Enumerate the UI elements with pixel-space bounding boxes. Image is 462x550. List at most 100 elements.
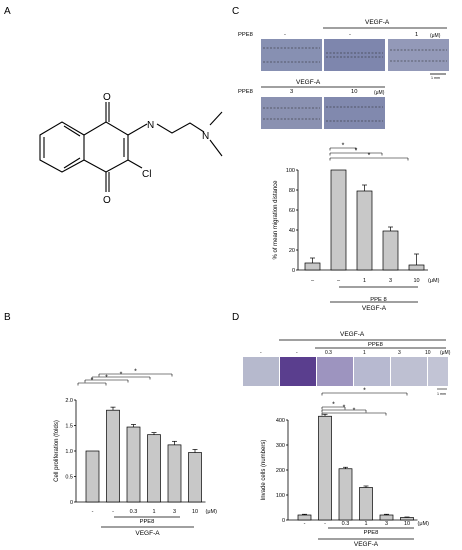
d-image-value: 3 (398, 350, 401, 356)
c-row2-value: 3 (290, 89, 293, 95)
d-scale-bar-label: 1 mm (437, 392, 446, 396)
category-label: – (311, 278, 315, 284)
panel-d-images: VEGF-A PPE8 - - 0.3 1 3 10 (μM) 1 mm (243, 331, 451, 396)
scratch-image (324, 39, 385, 71)
well-image (354, 357, 390, 386)
bar (400, 517, 414, 521)
significance-star: * (368, 153, 371, 160)
y-tick-label: 0 (292, 268, 295, 274)
y-axis-label: % of mean migration distance (273, 180, 279, 260)
category-label: 3 (385, 521, 388, 527)
nitrogen-label: N (202, 131, 209, 142)
bar (382, 230, 399, 271)
bar (356, 190, 373, 271)
well-image (428, 357, 448, 386)
c-row1-value: 1 (415, 32, 418, 38)
scratch-image (324, 97, 385, 129)
benzene-ring (39, 121, 85, 173)
category-label: 10 (192, 509, 198, 515)
d-image-value: 1 (363, 350, 366, 356)
y-tick-label: 80 (289, 188, 295, 194)
category-label: 0.3 (342, 521, 350, 527)
c-row2-value: 10 (351, 89, 357, 95)
significance-star: * (332, 402, 335, 409)
panel-d-letter: D (232, 312, 239, 323)
bar (85, 450, 100, 503)
treatment-label: PPE8 (364, 530, 379, 536)
chart-panel-d: 0 100 200 300 400 Invade cells (numbers) - - 0.3… (261, 388, 429, 549)
category-label: 3 (389, 278, 392, 284)
d-image-value: - (296, 350, 298, 356)
d-image-unit: (μM) (440, 350, 451, 356)
significance-star: * (343, 405, 346, 412)
significance-star: * (353, 408, 356, 415)
n-bond (127, 123, 148, 136)
panel-a-letter: A (4, 6, 11, 17)
benzene-double-bond (63, 157, 81, 169)
d-group-label: VEGF-A (340, 331, 365, 338)
significance-star: * (355, 148, 358, 155)
group-label: VEGF-A (362, 305, 387, 312)
oxygen-top-label: O (103, 92, 111, 103)
category-label: 0.3 (130, 509, 138, 515)
bar (318, 415, 332, 521)
panel-c-images: PPE8 - VEGF-A - 1 (μM) 1 mm VEGF-A PPE8 … (238, 19, 449, 129)
well-image (391, 357, 427, 386)
bar (408, 264, 425, 271)
category-label: 1 (364, 521, 367, 527)
d-image-value: 10 (425, 350, 431, 356)
significance-star: * (134, 369, 137, 376)
c-row1-value: - (349, 32, 351, 38)
category-label: 10 (413, 278, 419, 284)
y-tick-label: 100 (286, 168, 295, 174)
unit-label: (μM) (418, 521, 430, 527)
scratch-image (388, 39, 449, 71)
bar (330, 169, 347, 271)
bar (167, 444, 182, 503)
bar (188, 452, 202, 503)
significance-star: * (363, 388, 366, 395)
c-row1-treatment-label: PPE8 (238, 32, 253, 38)
category-label: 3 (173, 509, 176, 515)
significance-star: * (342, 143, 345, 150)
c-row2-group-label: VEGF-A (296, 79, 321, 86)
group-label: VEGF-A (354, 541, 379, 548)
bar (338, 468, 353, 521)
category-label: - (304, 521, 306, 527)
y-tick-label: 20 (289, 248, 295, 254)
c-row1-value: - (284, 32, 286, 38)
c-row2-treatment-label: PPE8 (238, 89, 253, 95)
bar (126, 426, 141, 503)
treatment-label: PPE8 (140, 519, 155, 525)
y-tick-label: 400 (276, 418, 285, 424)
bar (379, 514, 394, 521)
bar (106, 409, 120, 503)
chart-panel-c: 0 20 40 60 80 100 % of mean migration distance… (273, 143, 440, 313)
scratch-image (261, 97, 322, 129)
significance-star: * (105, 375, 108, 382)
category-label: 1 (152, 509, 155, 515)
bar (147, 434, 161, 503)
panel-c-letter: C (232, 6, 239, 17)
cl-bond (127, 159, 143, 169)
y-tick-label: 0 (70, 500, 73, 506)
significance-star: * (91, 378, 94, 385)
significance-star: * (120, 372, 123, 379)
scratch-image (261, 39, 322, 71)
well-image (317, 357, 353, 386)
well-image (280, 357, 316, 386)
category-label: – (337, 278, 341, 284)
y-tick-label: 200 (276, 468, 285, 474)
oxygen-bottom-label: O (103, 195, 111, 206)
category-label: 10 (404, 521, 410, 527)
c-scale-bar-label: 1 mm (431, 76, 440, 80)
c-row2-unit: (μM) (374, 90, 385, 96)
y-tick-label: 60 (289, 208, 295, 214)
c-row1-unit: (μM) (430, 33, 441, 39)
bar (297, 514, 312, 521)
bar (304, 262, 321, 271)
methyl-bond (209, 139, 223, 157)
y-axis-label: Invade cells (numbers) (261, 440, 267, 501)
well-image (243, 357, 279, 386)
y-tick-label: 100 (276, 493, 285, 499)
